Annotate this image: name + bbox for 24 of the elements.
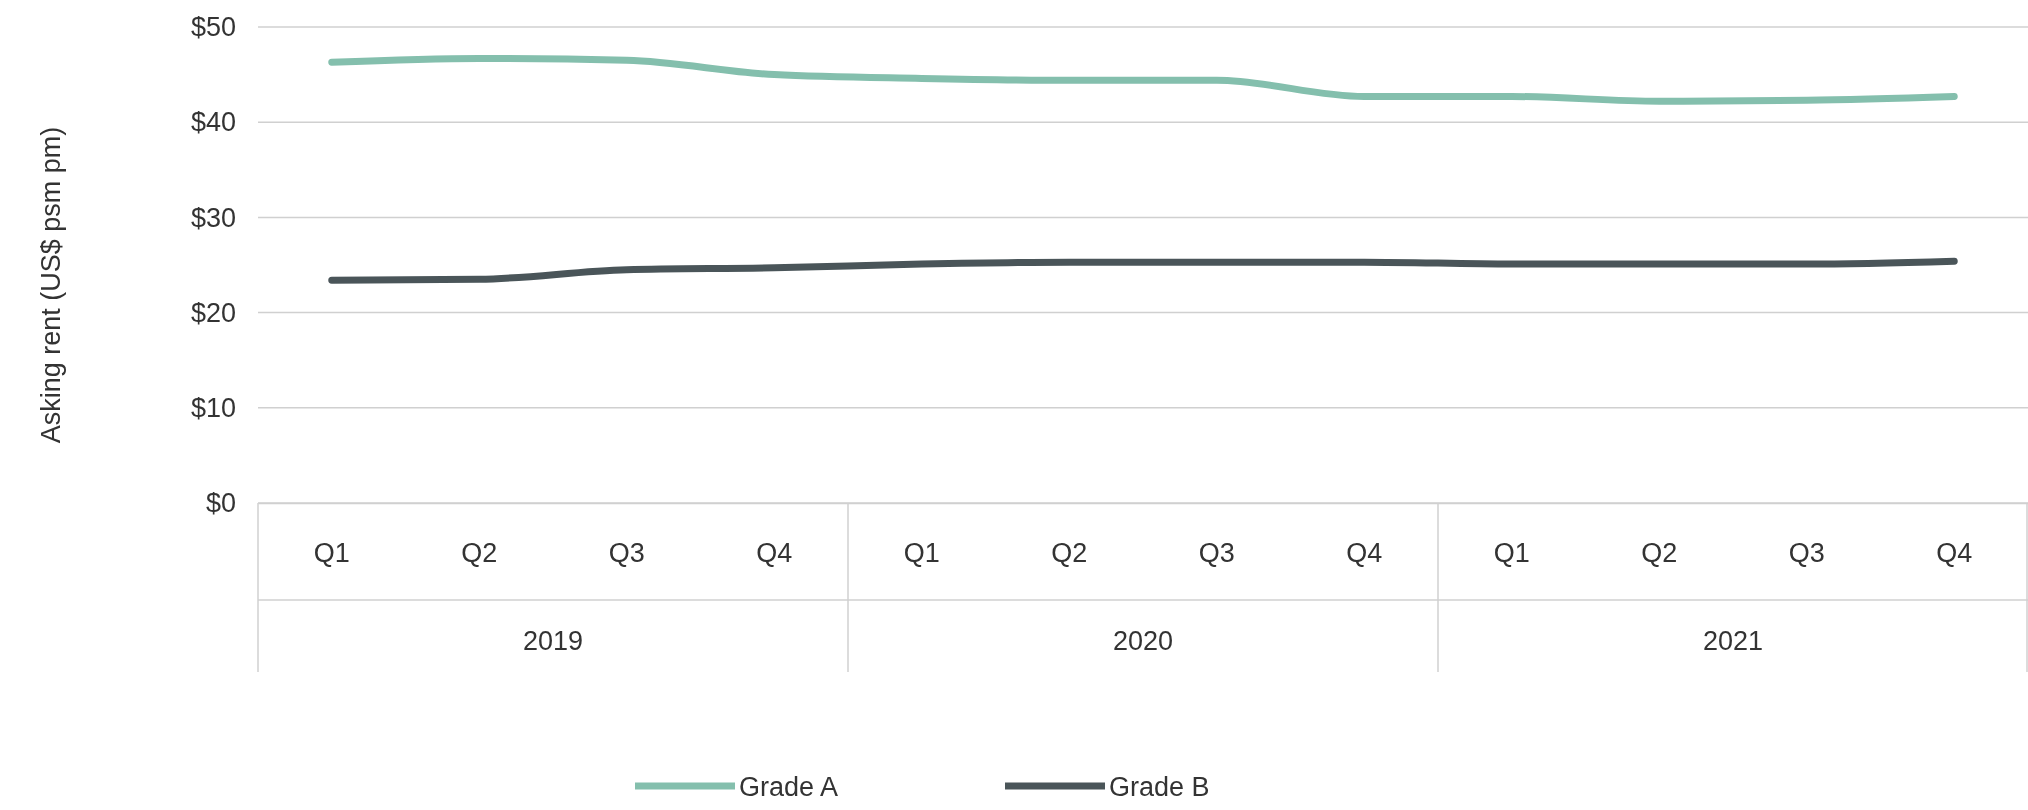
y-tick-label: $40 — [190, 107, 236, 138]
text: 2021 — [1702, 626, 1764, 656]
x-tick-label: Q3 — [1198, 538, 1235, 569]
x-tick-label: Q1 — [903, 538, 940, 569]
y-tick-label: $10 — [190, 392, 236, 423]
x-tick-label: Q2 — [1051, 538, 1088, 569]
text: 2019 — [522, 626, 584, 656]
y-tick-label: $50 — [190, 12, 236, 43]
y-axis-title: Asking rent (US$ psm pm) — [36, 126, 66, 444]
x-tick-label: Q2 — [461, 538, 498, 569]
x-tick-label: Q4 — [1346, 538, 1383, 569]
x-tick-label: Q3 — [1788, 538, 1825, 569]
x-tick-label: Q4 — [1936, 538, 1973, 569]
y-tick-label: $0 — [205, 488, 236, 519]
x-tick-label: Q3 — [608, 538, 645, 569]
x-tick-label: Q1 — [313, 538, 350, 569]
x-tick-label: Q4 — [756, 538, 793, 569]
y-tick-label: $30 — [190, 202, 236, 233]
legend-label: Grade A — [739, 772, 839, 802]
text: 2020 — [1112, 626, 1174, 656]
x-tick-label: Q1 — [1493, 538, 1530, 569]
y-tick-label: $20 — [190, 297, 236, 328]
legend-label: Grade B — [1109, 772, 1210, 802]
x-tick-label: Q2 — [1641, 538, 1678, 569]
